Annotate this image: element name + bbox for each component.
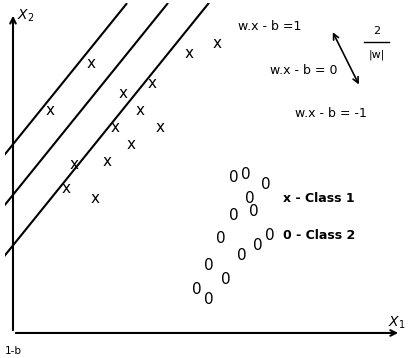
Text: 0: 0 [265,228,275,243]
Text: x: x [111,120,119,135]
Text: x: x [147,76,156,91]
Text: $X_2$: $X_2$ [17,8,34,24]
Text: 1-b: 1-b [5,347,22,357]
Text: 0: 0 [241,167,250,182]
Text: 0: 0 [229,170,238,185]
Text: x: x [119,86,128,101]
Text: x: x [135,103,144,118]
Text: 0: 0 [245,191,255,206]
Text: w.x - b = 0: w.x - b = 0 [270,64,338,77]
Text: 0: 0 [249,204,259,219]
Text: x: x [70,157,79,172]
Text: 0: 0 [216,231,226,246]
Text: x: x [127,137,136,152]
Text: x - Class 1: x - Class 1 [282,192,354,205]
Text: x: x [90,191,99,206]
Text: 0: 0 [220,272,230,286]
Text: x: x [86,56,95,71]
Text: 0: 0 [192,282,202,297]
Text: $X_1$: $X_1$ [388,315,406,331]
Text: 0: 0 [253,238,263,253]
Text: x: x [102,154,111,169]
Text: 0: 0 [204,258,214,273]
Text: 0: 0 [237,248,247,263]
Text: 2: 2 [373,26,380,37]
Text: 0 - Class 2: 0 - Class 2 [282,229,355,242]
Text: x: x [213,36,222,51]
Text: x: x [62,180,71,195]
Text: x: x [45,103,54,118]
Text: w.x - b = -1: w.x - b = -1 [295,107,366,120]
Text: x: x [184,46,193,61]
Text: 0: 0 [229,208,238,223]
Text: 0: 0 [261,177,271,192]
Text: 0: 0 [204,292,214,307]
Text: x: x [156,120,164,135]
Text: w.x - b =1: w.x - b =1 [238,20,301,33]
Text: |w|: |w| [368,50,385,60]
